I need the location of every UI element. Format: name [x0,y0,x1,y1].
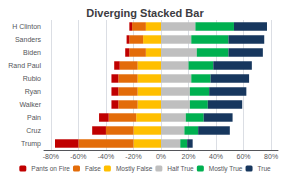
svg-text:-20%: -20% [125,153,141,160]
svg-text:H Clinton: H Clinton [12,23,41,30]
svg-text:-60%: -60% [70,153,86,160]
svg-text:Mostly False: Mostly False [116,165,153,173]
svg-text:0%: 0% [156,153,166,160]
svg-text:Rand Paul: Rand Paul [8,62,41,69]
svg-text:Pain: Pain [27,114,41,121]
svg-text:Sanders: Sanders [15,36,42,43]
svg-text:-80%: -80% [43,153,59,160]
svg-text:Mostly True: Mostly True [209,165,243,173]
svg-text:60%: 60% [237,153,251,160]
svg-text:Trump: Trump [21,140,41,148]
svg-text:Cruz: Cruz [26,127,41,134]
svg-text:Ryan: Ryan [25,88,41,96]
svg-text:20%: 20% [182,153,196,160]
svg-text:Walker: Walker [19,101,41,108]
svg-text:-40%: -40% [98,153,114,160]
svg-text:False: False [85,165,101,172]
svg-text:Half True: Half True [167,165,194,172]
svg-text:Biden: Biden [23,49,41,56]
svg-text:Diverging Stacked Bar: Diverging Stacked Bar [86,7,204,19]
svg-text:80%: 80% [264,153,278,160]
svg-text:True: True [258,165,272,172]
svg-text:40%: 40% [209,153,223,160]
svg-text:Pants on Fire: Pants on Fire [31,165,70,172]
svg-text:Rubio: Rubio [23,75,41,82]
